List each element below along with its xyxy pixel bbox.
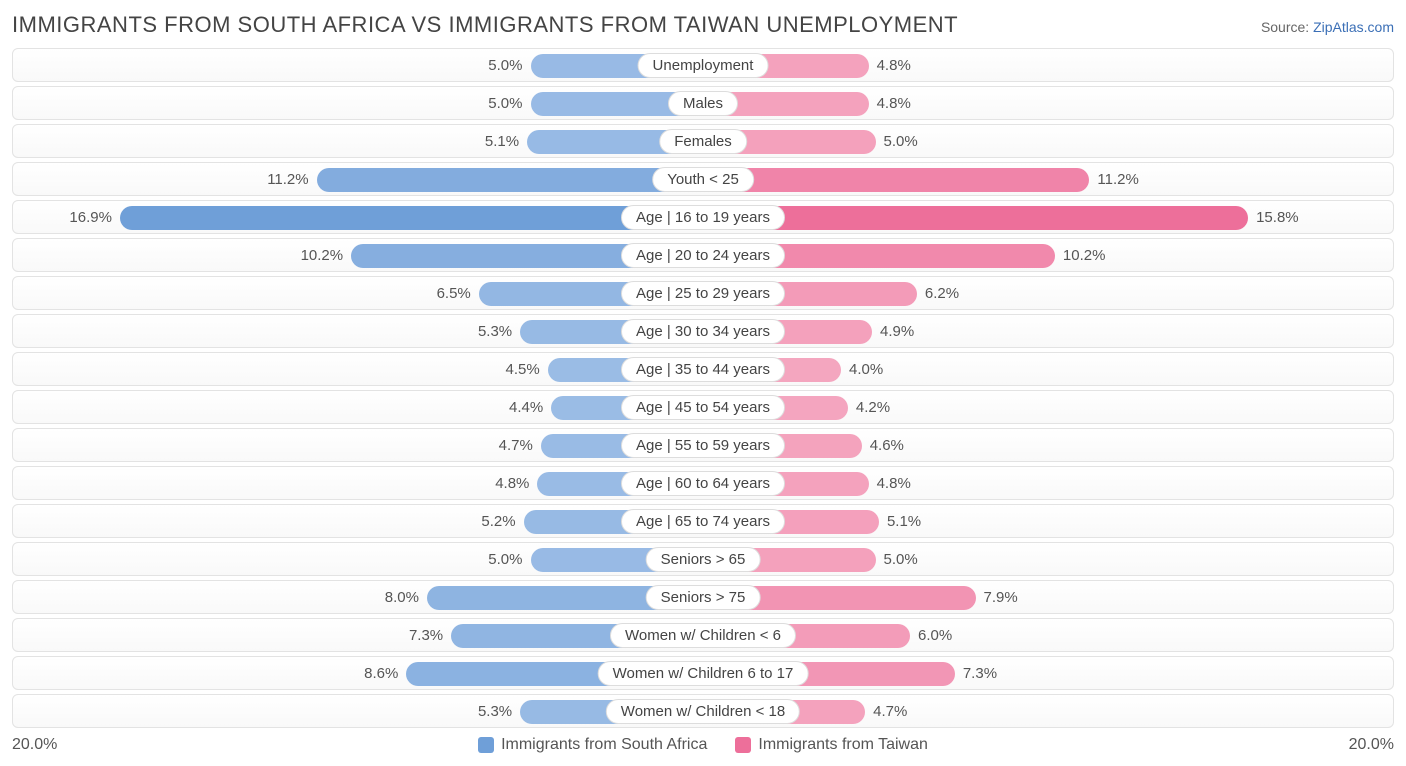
value-right: 11.2% — [1097, 163, 1138, 197]
legend-swatch-left — [478, 737, 494, 753]
diverging-bar-chart: 5.0%4.8%Unemployment5.0%4.8%Males5.1%5.0… — [12, 48, 1394, 728]
chart-row: 4.7% 4.6% Age | 55 to 59 years — [12, 428, 1394, 462]
chart-row: 16.9% 15.8% Age | 16 to 19 years — [12, 200, 1394, 234]
category-label: Age | 25 to 29 years — [621, 281, 785, 306]
category-label: Age | 55 to 59 years — [621, 433, 785, 458]
category-label: Age | 16 to 19 years — [621, 205, 785, 230]
value-right: 4.0% — [849, 353, 883, 387]
chart-row: 5.2% 5.1% Age | 65 to 74 years — [12, 504, 1394, 538]
value-left: 4.7% — [499, 429, 533, 463]
value-left: 8.6% — [364, 657, 398, 691]
value-right: 7.3% — [963, 657, 997, 691]
value-left: 11.2% — [267, 163, 308, 197]
value-left: 5.3% — [478, 695, 512, 729]
chart-row: 8.6% 7.3% Women w/ Children 6 to 17 — [12, 656, 1394, 690]
bar-left — [120, 206, 703, 230]
value-right: 4.2% — [856, 391, 890, 425]
value-left: 5.0% — [488, 49, 522, 83]
chart-row: 5.0% 5.0% Seniors > 65 — [12, 542, 1394, 576]
category-label: Seniors > 65 — [646, 547, 761, 572]
chart-row: 5.0% 4.8% Unemployment — [12, 48, 1394, 82]
chart-title: IMMIGRANTS FROM SOUTH AFRICA VS IMMIGRAN… — [12, 12, 958, 38]
value-right: 10.2% — [1063, 239, 1106, 273]
category-label: Women w/ Children < 18 — [606, 699, 800, 724]
value-left: 7.3% — [409, 619, 443, 653]
category-label: Age | 45 to 54 years — [621, 395, 785, 420]
chart-row: 5.1% 5.0% Females — [12, 124, 1394, 158]
category-label: Females — [659, 129, 747, 154]
legend-item-left: Immigrants from South Africa — [478, 736, 707, 754]
value-left: 5.3% — [478, 315, 512, 349]
value-left: 5.1% — [485, 125, 519, 159]
category-label: Seniors > 75 — [646, 585, 761, 610]
value-right: 7.9% — [984, 581, 1018, 615]
category-label: Women w/ Children < 6 — [610, 623, 796, 648]
legend-item-right: Immigrants from Taiwan — [735, 736, 928, 754]
category-label: Women w/ Children 6 to 17 — [598, 661, 809, 686]
chart-row: 4.5% 4.0% Age | 35 to 44 years — [12, 352, 1394, 386]
value-right: 4.8% — [877, 87, 911, 121]
value-right: 5.1% — [887, 505, 921, 539]
chart-row: 7.3% 6.0% Women w/ Children < 6 — [12, 618, 1394, 652]
value-right: 15.8% — [1256, 201, 1299, 235]
source-prefix: Source: — [1261, 19, 1313, 35]
chart-row: 5.3% 4.9% Age | 30 to 34 years — [12, 314, 1394, 348]
category-label: Unemployment — [638, 53, 769, 78]
value-right: 6.0% — [918, 619, 952, 653]
category-label: Age | 65 to 74 years — [621, 509, 785, 534]
value-left: 4.5% — [506, 353, 540, 387]
chart-row: 10.2% 10.2% Age | 20 to 24 years — [12, 238, 1394, 272]
legend-label-left: Immigrants from South Africa — [501, 736, 707, 754]
chart-row: 4.4% 4.2% Age | 45 to 54 years — [12, 390, 1394, 424]
category-label: Age | 60 to 64 years — [621, 471, 785, 496]
value-left: 10.2% — [301, 239, 344, 273]
value-left: 6.5% — [437, 277, 471, 311]
value-right: 5.0% — [884, 543, 918, 577]
category-label: Youth < 25 — [652, 167, 754, 192]
category-label: Age | 20 to 24 years — [621, 243, 785, 268]
legend: Immigrants from South Africa Immigrants … — [478, 736, 928, 754]
value-right: 4.6% — [870, 429, 904, 463]
axis-max-left: 20.0% — [12, 736, 57, 754]
category-label: Males — [668, 91, 738, 116]
chart-row: 6.5% 6.2% Age | 25 to 29 years — [12, 276, 1394, 310]
value-right: 4.9% — [880, 315, 914, 349]
value-left: 5.2% — [481, 505, 515, 539]
value-right: 4.8% — [877, 467, 911, 501]
value-left: 16.9% — [69, 201, 112, 235]
value-left: 4.8% — [495, 467, 529, 501]
value-right: 4.7% — [873, 695, 907, 729]
value-left: 8.0% — [385, 581, 419, 615]
chart-row: 8.0% 7.9% Seniors > 75 — [12, 580, 1394, 614]
chart-source: Source: ZipAtlas.com — [1261, 19, 1394, 35]
bar-left — [317, 168, 703, 192]
category-label: Age | 35 to 44 years — [621, 357, 785, 382]
chart-header: IMMIGRANTS FROM SOUTH AFRICA VS IMMIGRAN… — [12, 12, 1394, 38]
value-left: 5.0% — [488, 87, 522, 121]
chart-row: 4.8% 4.8% Age | 60 to 64 years — [12, 466, 1394, 500]
value-right: 4.8% — [877, 49, 911, 83]
chart-row: 5.3% 4.7% Women w/ Children < 18 — [12, 694, 1394, 728]
legend-label-right: Immigrants from Taiwan — [758, 736, 928, 754]
value-left: 5.0% — [488, 543, 522, 577]
bar-right — [703, 168, 1089, 192]
chart-row: 11.2% 11.2% Youth < 25 — [12, 162, 1394, 196]
value-right: 5.0% — [884, 125, 918, 159]
chart-row: 5.0% 4.8% Males — [12, 86, 1394, 120]
source-link[interactable]: ZipAtlas.com — [1313, 19, 1394, 35]
chart-footer: 20.0% Immigrants from South Africa Immig… — [12, 736, 1394, 754]
value-right: 6.2% — [925, 277, 959, 311]
legend-swatch-right — [735, 737, 751, 753]
category-label: Age | 30 to 34 years — [621, 319, 785, 344]
axis-max-right: 20.0% — [1349, 736, 1394, 754]
value-left: 4.4% — [509, 391, 543, 425]
